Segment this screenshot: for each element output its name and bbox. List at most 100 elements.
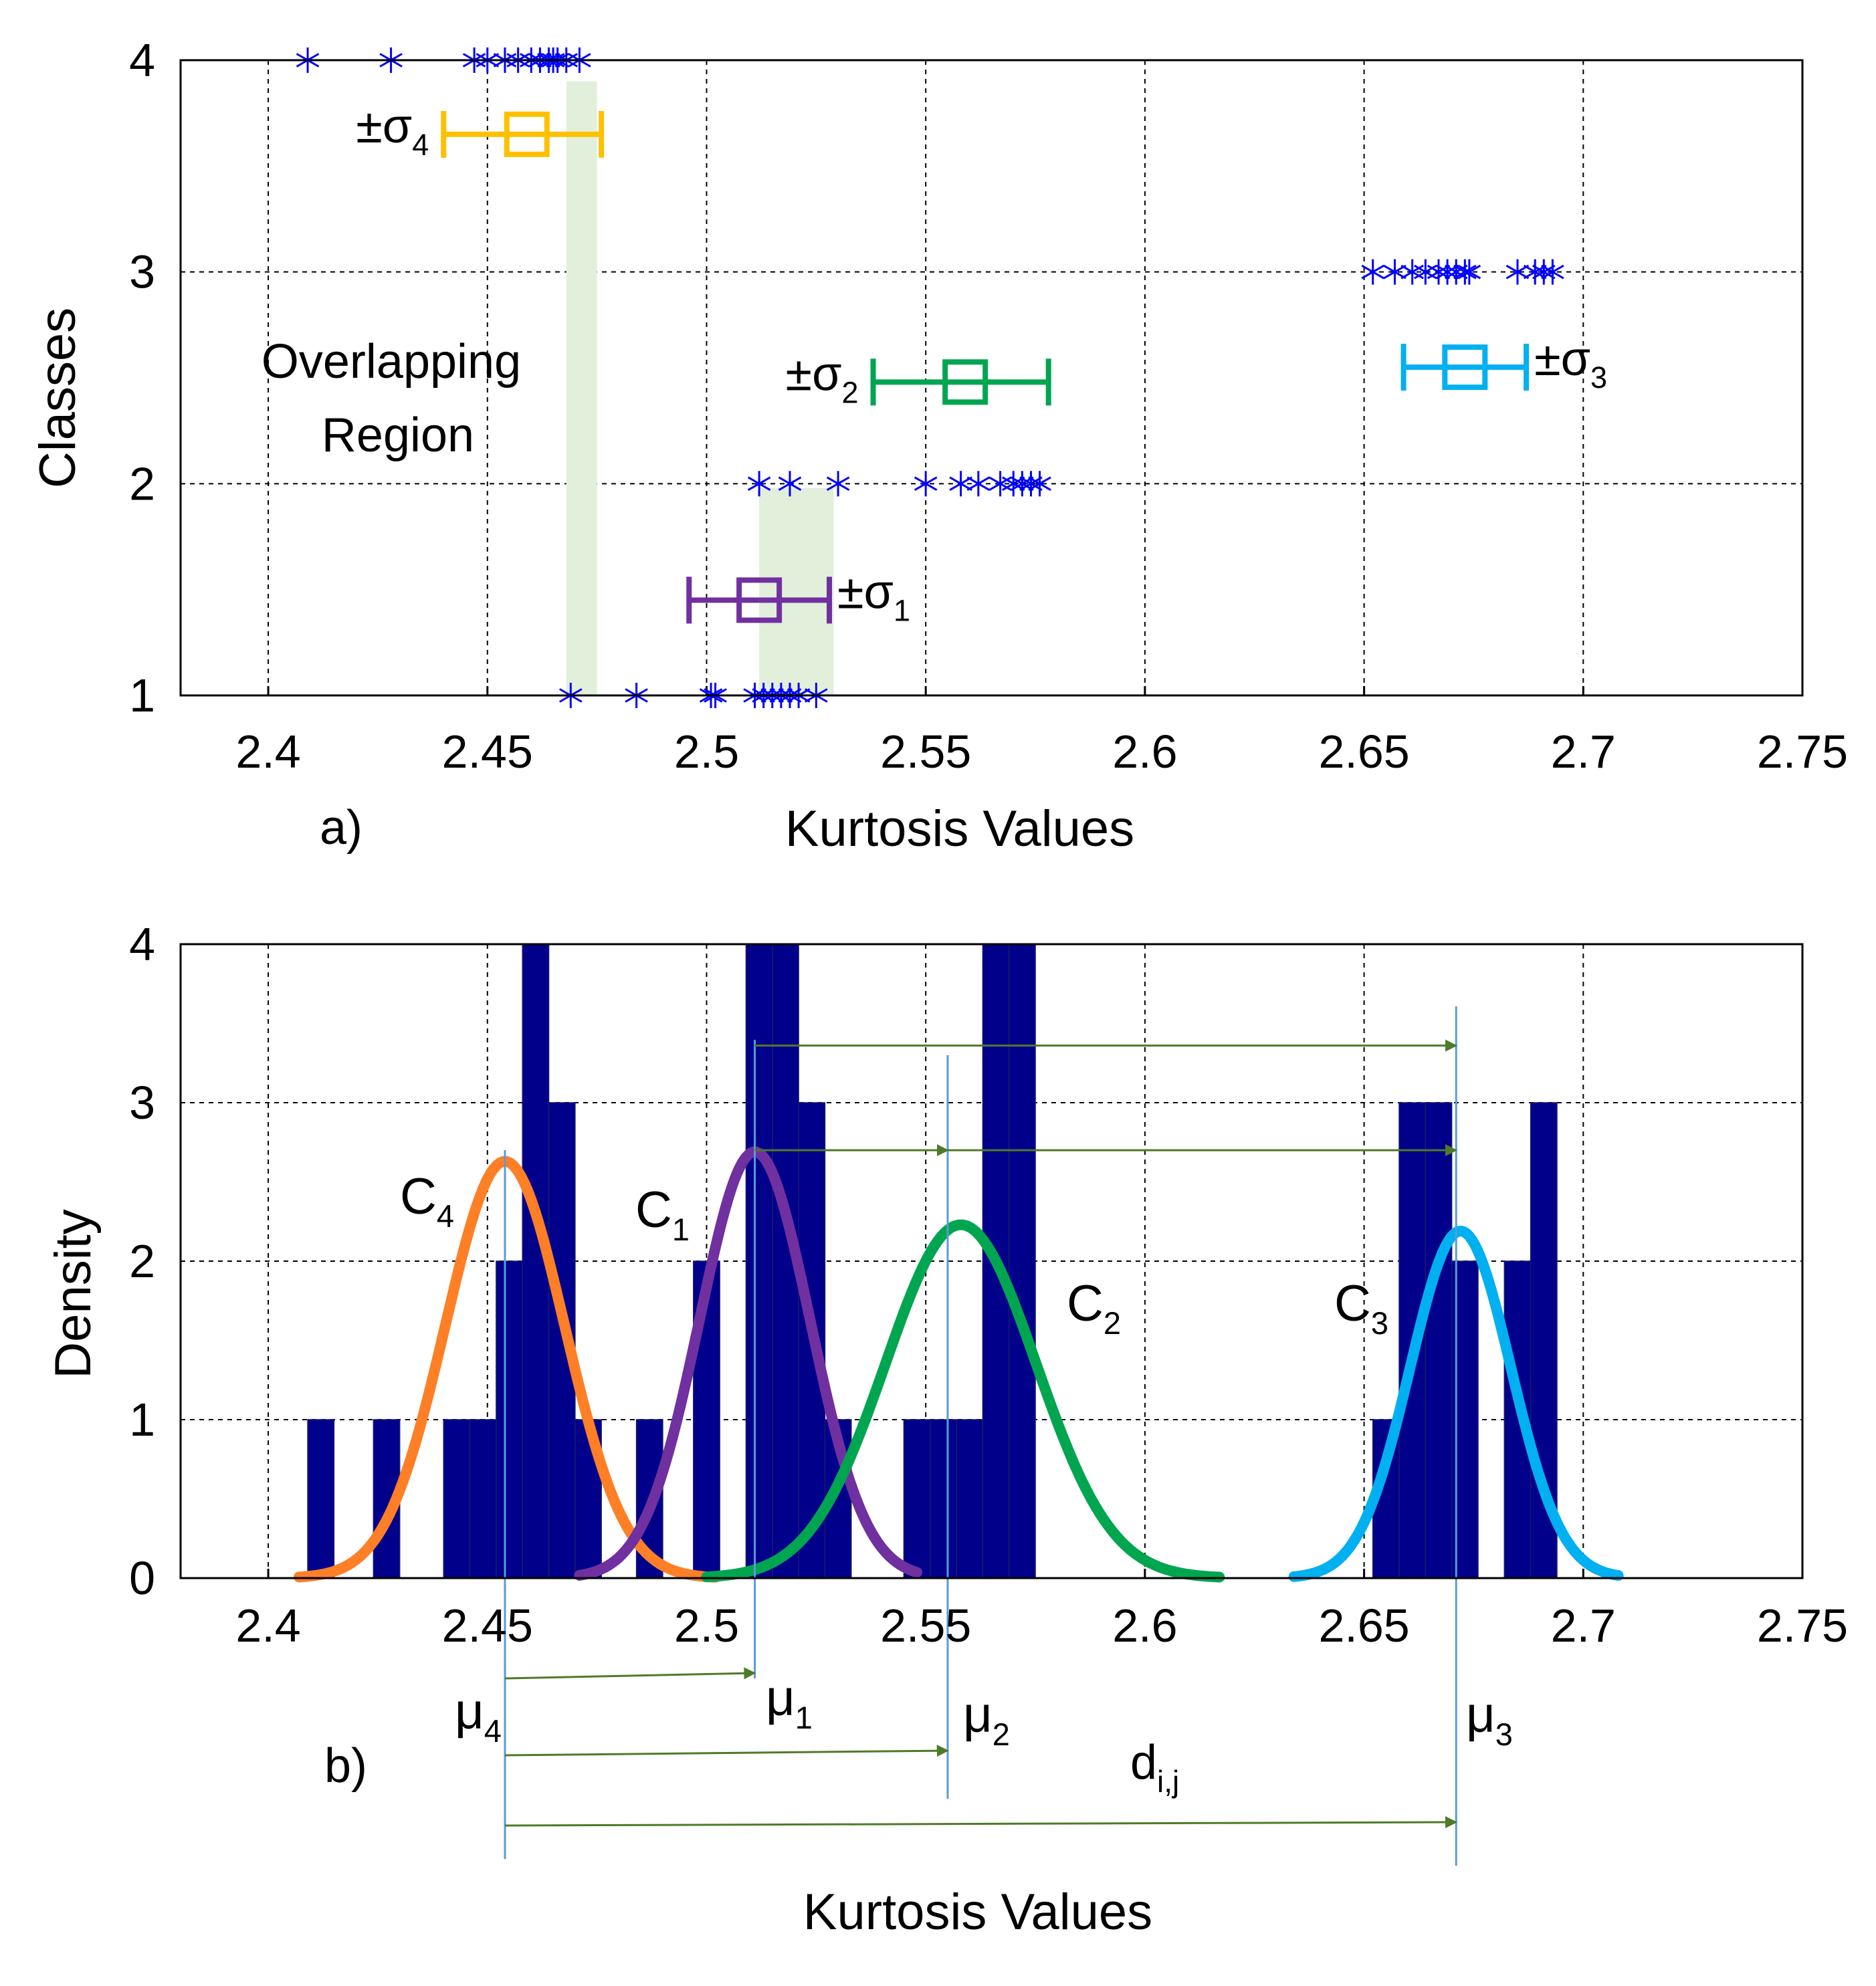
overlap-annotation-line1: Overlapping: [262, 335, 521, 389]
data-point-class-3: [1435, 259, 1459, 285]
mean-label-mu4: μ4: [455, 1683, 502, 1749]
panel-b-y-tick-label: 2: [129, 1235, 155, 1287]
data-point-class-3: [1532, 259, 1556, 285]
panel-b-y-tick-label: 3: [129, 1077, 155, 1129]
panel-b-y-tick-label: 0: [129, 1552, 155, 1604]
distance-label: di,j: [1130, 1736, 1179, 1799]
curve-label-c1: C1: [635, 1182, 690, 1247]
panel-b-x-tick-label: 2.4: [235, 1599, 300, 1652]
panel-a-x-tick-label: 2.65: [1318, 726, 1409, 778]
sigma-label-4: ±σ4: [356, 100, 429, 162]
panel-b-x-tick-label: 2.7: [1551, 1599, 1616, 1652]
histogram-bar: [1008, 944, 1036, 1579]
histogram-bar: [469, 1419, 497, 1579]
error-bar-sigma-4: [441, 110, 605, 158]
overlap-region: [759, 487, 834, 695]
curve-label-c3: C3: [1334, 1275, 1388, 1341]
panel-b-x-axis-label: Kurtosis Values: [803, 1884, 1152, 1941]
error-bar-mean-box: [1442, 344, 1488, 391]
panel-a-sigma-labels: ±σ1 ±σ2 ±σ3 ±σ4: [356, 100, 1607, 628]
data-point-class-3: [1453, 259, 1477, 285]
error-bar-sigma-1: [686, 576, 832, 624]
mean-label-mu3: μ3: [1466, 1686, 1513, 1752]
sigma-label-2: ±σ2: [786, 347, 859, 409]
overlap-annotation-line2: Region: [322, 409, 474, 462]
error-bar-sigma-2: [870, 358, 1051, 406]
histogram-bar: [929, 1419, 957, 1579]
data-point-class-2: [747, 471, 771, 497]
data-point-class-3: [1383, 259, 1406, 285]
data-point-class-3: [1541, 259, 1564, 285]
distance-arrow-bottom: [504, 1745, 949, 1757]
panel-b-x-tick-label: 2.65: [1318, 1599, 1409, 1652]
panel-b-curve-labels: C4 C1 C2 C3: [400, 1168, 1388, 1341]
panel-a-y-tick-label: 2: [129, 457, 155, 510]
mean-label-mu1: μ1: [766, 1670, 813, 1735]
panel-b-plot-frame: [179, 943, 1804, 1579]
data-point-class-2: [1011, 471, 1034, 497]
panel-a-tick-labels: 2.4 2.45 2.5 2.55 2.6 2.65 2.7 2.75 1 2 3 4: [129, 34, 1848, 778]
histogram-bar: [903, 1419, 931, 1579]
data-point-class-2: [1019, 471, 1043, 497]
histogram-bar: [443, 1419, 471, 1579]
data-point-class-2: [966, 471, 991, 497]
panel-a-x-axis-label: Kurtosis Values: [785, 800, 1134, 857]
distance-arrow-bottom: [504, 1667, 756, 1680]
error-bar-mean-box: [504, 111, 550, 157]
panel-b-y-axis-label: Density: [45, 1209, 102, 1378]
data-point-class-2: [1028, 471, 1051, 497]
panel-a-plot-frame: [179, 59, 1804, 697]
data-point-class-2: [826, 471, 850, 497]
data-point-class-3: [1361, 259, 1384, 285]
mean-label-mu2: μ2: [963, 1686, 1010, 1752]
panel-b-label: b): [324, 1739, 367, 1793]
gaussian-curve-c2: [701, 1219, 1225, 1583]
error-bar-mean-box: [942, 359, 988, 405]
distance-arrow-bottom: [504, 1816, 1458, 1829]
data-point-class-2: [1001, 471, 1025, 497]
panel-a-y-tick-label: 4: [129, 34, 155, 86]
data-point-class-3: [1523, 259, 1547, 285]
panel-b-histogram-bars: [307, 944, 1558, 1579]
panel-b-y-tick-label: 4: [129, 918, 155, 970]
panel-a-x-tick-label: 2.7: [1551, 726, 1616, 778]
panel-a-x-tick-label: 2.75: [1757, 726, 1848, 778]
panel-a-y-axis-label: Classes: [29, 308, 86, 488]
histogram-bar: [1425, 1102, 1453, 1579]
sigma-label-3: ±σ3: [1534, 332, 1607, 395]
panel-a-x-tick-label: 2.4: [235, 726, 300, 778]
panel-a-x-tick-label: 2.45: [442, 726, 533, 778]
data-point-class-3: [1457, 259, 1481, 285]
error-bar-mean-box: [736, 577, 783, 623]
error-bar-sigma-3: [1400, 344, 1530, 391]
histogram-bar: [745, 944, 773, 1579]
curve-label-c4: C4: [400, 1168, 454, 1234]
panel-a-overlap-regions: [566, 81, 834, 695]
panel-b-x-tick-label: 2.55: [880, 1599, 971, 1652]
panel-b-density-histogram: 2.4 2.45 2.5 2.55 2.6 2.65 2.7 2.75 0 1 2 3 4 C4 C1 C2…: [45, 918, 1848, 1941]
panel-a-x-tick-label: 2.6: [1112, 726, 1177, 778]
panel-b-tick-labels: 2.4 2.45 2.5 2.55 2.6 2.65 2.7 2.75 0 1 2 3 4: [129, 918, 1848, 1652]
panel-b-y-tick-label: 1: [129, 1394, 155, 1446]
panel-b-x-tick-label: 2.5: [674, 1599, 739, 1652]
histogram-bar: [307, 1419, 335, 1579]
histogram-bar: [956, 1419, 984, 1579]
gaussian-curve-c1: [574, 1146, 923, 1581]
panel-a-y-tick-label: 1: [129, 669, 155, 722]
data-point-class-2: [914, 471, 938, 497]
panel-b-distance-arrows: [504, 1039, 1458, 1829]
panel-b-mean-labels: μ4 μ1 μ2 μ3: [455, 1670, 1513, 1752]
data-point-class-3: [1505, 259, 1530, 285]
histogram-bar: [496, 1260, 523, 1579]
panel-a-error-bars: [441, 110, 1530, 624]
data-point-class-2: [778, 471, 802, 497]
panel-a-y-tick-label: 3: [129, 246, 155, 298]
panel-a-x-tick-label: 2.55: [880, 726, 971, 778]
panel-a-plot-area: [181, 60, 1802, 695]
overlap-region: [566, 81, 597, 695]
curve-label-c2: C2: [1067, 1275, 1121, 1341]
panel-a-x-tick-label: 2.5: [674, 726, 739, 778]
data-point-class-2: [949, 471, 972, 497]
